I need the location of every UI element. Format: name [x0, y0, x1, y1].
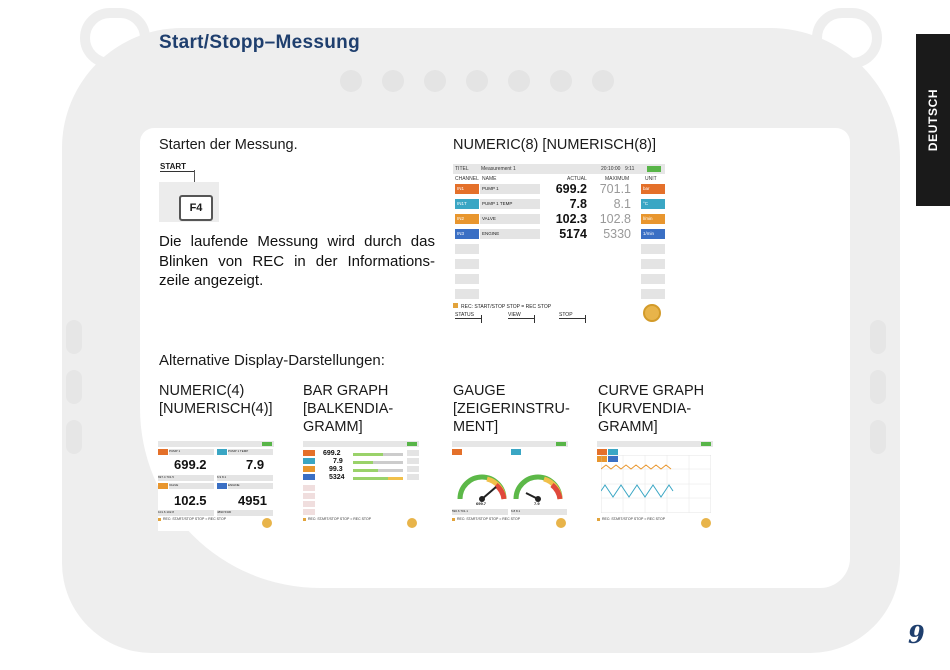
channel-badge: IN3	[455, 229, 479, 239]
gauge-dials	[457, 474, 563, 502]
alt-caption-numeric4: NUMERIC(4) [NUMERISCH(4)]	[159, 383, 273, 417]
numeric8-screen: TITEL Measurement 1 20:10:00 9:11 CHANNE…	[453, 164, 665, 326]
unit-badge: bar	[641, 184, 665, 194]
channel-name: VALVE	[480, 214, 540, 224]
device-grip-bump	[66, 320, 82, 354]
device-grip-bump	[870, 320, 886, 354]
alt-caption-bargraph: BAR GRAPH [BALKENDIA- GRAMM]	[303, 383, 394, 435]
channel-badge: IN2	[455, 214, 479, 224]
actual-value: 699.2	[555, 182, 587, 196]
actual-value: 7.8	[569, 197, 587, 211]
screen-title-bar: TITEL Measurement 1 20:10:00 9:11	[453, 164, 665, 174]
device-grip-bump	[66, 370, 82, 404]
thumb-value: 4951	[238, 493, 267, 508]
alt-caption-gauge: GAUGE [ZEIGERINSTRU- MENT]	[453, 383, 570, 435]
curve-plot	[601, 455, 711, 513]
header-name: NAME	[482, 176, 497, 182]
time-2: 9:11	[625, 166, 635, 172]
thumb-bargraph: 699.2 7.9 99.3 5324 REC: START/STOP STOP…	[303, 441, 419, 531]
start-key-callout-line	[194, 170, 195, 184]
numeric8-caption: NUMERIC(8) [NUMERISCH(8)]	[453, 137, 656, 153]
alternatives-heading: Alternative Display-Darstellungen:	[159, 352, 385, 369]
softkey-status[interactable]: STATUS	[455, 312, 481, 319]
maximum-value: 102.8	[599, 212, 631, 226]
alt-caption-curvegraph: CURVE GRAPH [KURVENDIA- GRAMM]	[598, 383, 705, 435]
language-tab-label: DEUTSCH	[926, 88, 940, 152]
header-unit: UNIT	[645, 176, 657, 182]
maximum-value: 701.1	[599, 182, 631, 196]
f4-key: F4	[179, 195, 213, 221]
thumb-gauge: 699.7 7.9 590.6 701.1 6.8 8.1 REC: START…	[452, 441, 568, 531]
maximum-value: 8.1	[613, 197, 631, 211]
actual-value: 5174	[559, 227, 587, 241]
unit-badge: 1/min	[641, 229, 665, 239]
thumb-value: 102.5	[174, 493, 207, 508]
softkey-stop[interactable]: STOP	[559, 312, 585, 319]
softkey-view[interactable]: VIEW	[508, 312, 534, 319]
channel-badge: IN1	[455, 184, 479, 194]
thumb-value: 699.2	[174, 457, 207, 472]
device-grip-bump	[870, 420, 886, 454]
page-title: Start/Stopp–Messung	[159, 32, 360, 53]
unit-badge: °C	[641, 199, 665, 209]
actual-value: 102.3	[555, 212, 587, 226]
device-grip-bump	[66, 420, 82, 454]
start-description: Die laufende Messung wird durch das Blin…	[159, 233, 435, 289]
title-label: TITEL	[455, 166, 469, 172]
header-channel: CHANNEL	[455, 176, 479, 182]
device-ports	[330, 62, 630, 102]
start-heading: Starten der Messung.	[159, 137, 298, 153]
unit-badge: l/min	[641, 214, 665, 224]
thumb-curvegraph: REC: START/STOP STOP = REC STOP	[597, 441, 713, 531]
device-grip-bump	[870, 370, 886, 404]
channel-badge: IN1T	[455, 199, 479, 209]
title-value: Measurement 1	[481, 166, 516, 172]
header-maximum: MAXIMUM	[605, 176, 630, 182]
channel-name: PUMP 1	[480, 184, 540, 194]
channel-name: ENGINE	[480, 229, 540, 239]
time-1: 20:10:00	[601, 166, 621, 172]
maximum-value: 5330	[603, 227, 631, 241]
page-number: 9	[908, 620, 925, 649]
battery-icon	[647, 166, 661, 172]
rec-indicator-icon	[453, 303, 458, 308]
start-key-label: START	[160, 162, 194, 172]
thumb-numeric4: PUMP 1 PUMP 1 TEMP 699.2 7.9 697.4 701.5…	[158, 441, 274, 531]
language-tab: DEUTSCH	[916, 34, 950, 206]
header-actual: ACTUAL	[567, 176, 587, 182]
record-button[interactable]	[643, 304, 661, 322]
thumb-value: 7.9	[246, 457, 265, 472]
rec-info-line: REC: START/STOP STOP = REC STOP	[453, 303, 551, 310]
channel-name: PUMP 1 TEMP	[480, 199, 540, 209]
